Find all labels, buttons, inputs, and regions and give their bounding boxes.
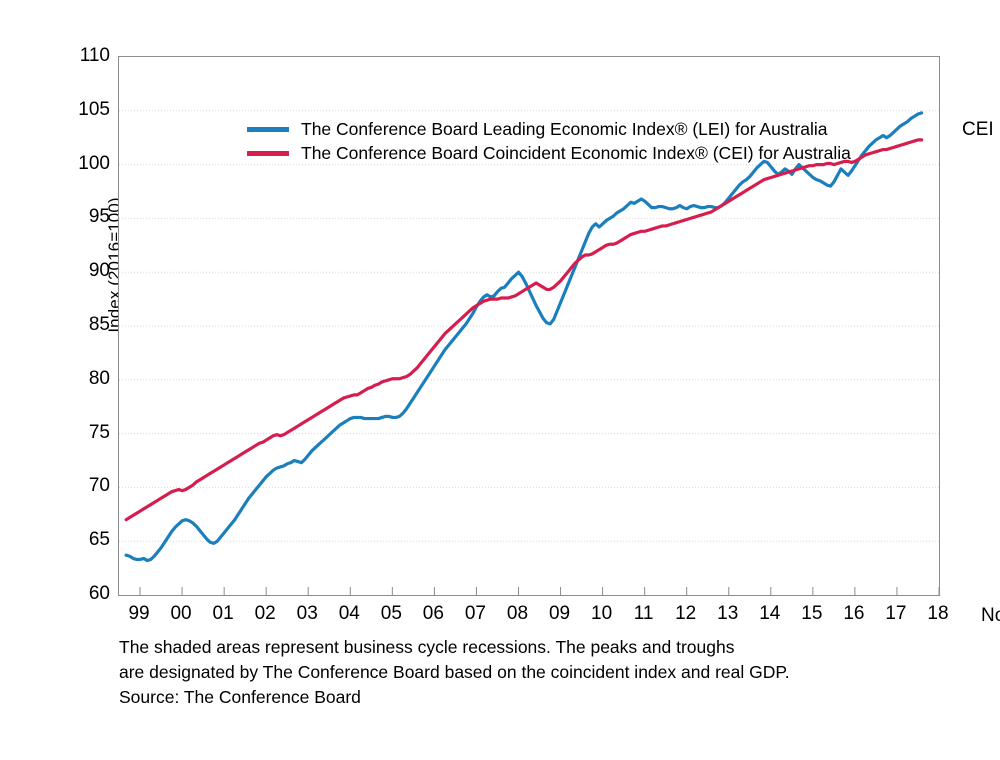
x-tick-label: 03 xyxy=(296,603,318,624)
x-tick-label: 08 xyxy=(506,603,529,624)
legend: The Conference Board Leading Economic In… xyxy=(247,117,947,165)
legend-label-lei: The Conference Board Leading Economic In… xyxy=(301,119,828,139)
legend-item-lei: The Conference Board Leading Economic In… xyxy=(247,117,947,141)
x-tick-label: 07 xyxy=(464,603,486,624)
y-tick-label: 60 xyxy=(88,583,110,604)
series-annotation-cei: CEI xyxy=(962,119,994,140)
plot-area: CEI LEI Nov '17 The Conference Board Lea… xyxy=(118,56,1000,626)
y-tick-label: 95 xyxy=(88,206,110,228)
footnote: The shaded areas represent business cycl… xyxy=(119,635,939,710)
last-data-point-label: Nov '17 xyxy=(981,605,1000,626)
x-tick-label: 11 xyxy=(633,603,654,624)
series-line-lei xyxy=(124,111,924,563)
footnote-line-1: The shaded areas represent business cycl… xyxy=(119,637,735,657)
series-lines xyxy=(124,111,924,563)
y-tick-label: 100 xyxy=(78,152,110,174)
footnote-line-3: Source: The Conference Board xyxy=(119,687,361,707)
y-tick-label: 85 xyxy=(88,314,110,335)
y-tick-label: 90 xyxy=(88,260,110,282)
x-tick-label: 04 xyxy=(338,603,360,624)
x-tick-label: 17 xyxy=(885,603,907,624)
x-tick-label: 16 xyxy=(843,603,865,624)
y-tick-label: 105 xyxy=(78,98,110,120)
y-tick-label: 80 xyxy=(88,367,110,389)
x-tick-label: 99 xyxy=(128,603,150,624)
x-tick-label: 00 xyxy=(170,603,192,624)
x-tick-label: 05 xyxy=(380,603,402,624)
y-tick-label: 65 xyxy=(88,529,110,551)
x-tick-label: 01 xyxy=(212,603,234,624)
footnote-line-2: are designated by The Conference Board b… xyxy=(119,662,790,682)
legend-label-cei: The Conference Board Coincident Economic… xyxy=(301,143,851,163)
x-tick-label: 15 xyxy=(801,603,823,624)
x-tick-label: 18 xyxy=(927,603,949,624)
x-tick-label: 09 xyxy=(548,603,571,624)
legend-color-swatch-cei xyxy=(247,150,289,156)
x-tick-label: 06 xyxy=(422,603,444,624)
y-axis-tick-labels: 110 105 100 95 90 85 80 75 70 65 60 xyxy=(56,46,110,603)
y-tick-label: 110 xyxy=(79,45,110,66)
x-axis-tick-labels: 99 00 01 02 03 04 05 06 07 08 09 10 11 12 13 14 15 16 17 18 xyxy=(118,603,948,633)
x-tick-label: 14 xyxy=(759,603,781,624)
legend-item-cei: The Conference Board Coincident Economic… xyxy=(247,141,947,165)
x-tick-label: 13 xyxy=(717,603,739,624)
y-tick-label: 70 xyxy=(88,475,110,497)
gridlines xyxy=(119,110,939,595)
legend-color-swatch-lei xyxy=(247,126,289,132)
y-tick-label: 75 xyxy=(88,421,110,443)
x-tick-label: 12 xyxy=(675,603,697,624)
x-tick-label: 10 xyxy=(591,603,613,624)
series-line-cei xyxy=(124,138,924,522)
x-tick-label: 02 xyxy=(254,603,276,624)
series-plot xyxy=(119,110,939,595)
